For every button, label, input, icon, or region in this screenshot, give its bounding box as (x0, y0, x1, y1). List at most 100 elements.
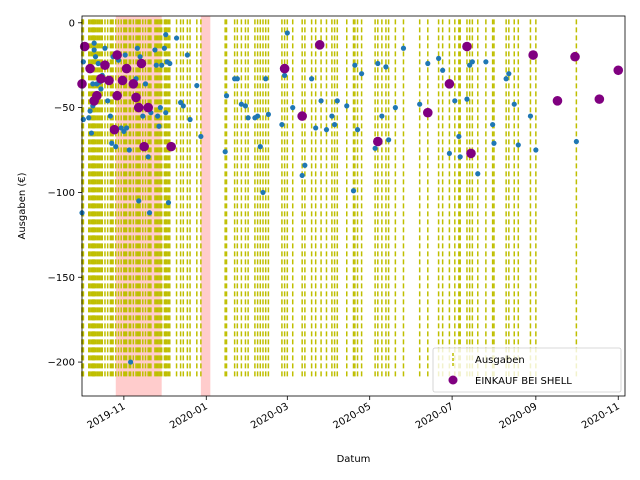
ausgaben-point (456, 133, 462, 140)
ausgaben-point (257, 144, 263, 150)
ausgaben-point (194, 82, 200, 89)
ausgaben-point (105, 98, 111, 104)
ausgaben-point (137, 54, 143, 60)
ausgaben-point (265, 111, 272, 117)
ausgaben-point (323, 127, 330, 133)
shell-point (109, 124, 120, 135)
ausgaben-point (95, 60, 101, 67)
ausgaben-point (80, 116, 86, 123)
ausgaben-point (126, 147, 132, 153)
ausgaben-point (161, 45, 167, 51)
ausgaben-point (152, 47, 158, 53)
ausgaben-point (302, 162, 308, 168)
ausgaben-point (440, 67, 446, 73)
ausgaben-point (475, 171, 481, 177)
ausgaben-point (515, 142, 521, 148)
ausgaben-point (102, 45, 108, 51)
shaded-period (200, 16, 211, 396)
ausgaben-point (159, 62, 165, 68)
ausgaben-point (490, 121, 496, 128)
ausgaben-point (318, 98, 324, 104)
shell-point (594, 94, 605, 104)
ausgaben-point (87, 108, 93, 114)
ausgaben-point (155, 113, 161, 119)
ausgaben-point (157, 105, 163, 111)
shell-point (133, 102, 144, 113)
ausgaben-point (379, 113, 385, 119)
ausgaben-point (140, 113, 146, 119)
ausgaben-point (313, 125, 319, 131)
ausgaben-point (163, 110, 169, 116)
ausgaben-point (483, 59, 489, 65)
y-tick-label: −150 (48, 273, 75, 284)
ausgaben-point (527, 113, 534, 119)
ausgaben-point (511, 101, 517, 107)
y-axis: 0 −50 −100 −150 −200 (48, 18, 82, 369)
ausgaben-point (334, 98, 340, 104)
ausgaben-point (134, 45, 140, 51)
ausgaben-point (350, 188, 357, 194)
ausgaben-point (282, 72, 288, 78)
ausgaben-point (352, 62, 358, 68)
shell-point (143, 102, 153, 113)
shell-point (100, 60, 110, 70)
ausgaben-points (79, 30, 579, 365)
shell-point (136, 58, 147, 69)
legend-box (432, 347, 622, 393)
shell-points (77, 40, 624, 159)
ausgaben-point (372, 145, 378, 151)
x-axis-title: Datum (337, 454, 371, 465)
ausgaben-point (284, 30, 290, 36)
ausgaben-point (198, 133, 204, 140)
shell-point (112, 50, 122, 60)
shell-point (85, 63, 95, 74)
shell-point (131, 92, 141, 103)
ausgaben-point (245, 115, 251, 121)
y-axis-title: Ausgaben (€) (17, 172, 28, 239)
y-tick-label: 0 (69, 18, 75, 29)
ausgaben-point (86, 115, 92, 121)
shell-point (552, 96, 563, 106)
ausgaben-point (375, 60, 381, 67)
ausgaben-point (238, 101, 244, 107)
ausgaben-point (180, 103, 186, 109)
ausgaben-point (392, 105, 398, 111)
y-tick-label: −100 (48, 188, 75, 199)
ausgaben-point (573, 138, 579, 145)
ausgaben-point (533, 147, 539, 153)
ausgaben-point (98, 86, 104, 92)
ausgaben-point (400, 45, 407, 51)
ausgaben-point (435, 55, 442, 62)
ausgaben-point (92, 54, 99, 60)
shell-point (166, 141, 176, 152)
ausgaben-point (123, 125, 130, 131)
ausgaben-point (417, 101, 423, 107)
ausgaben-point (90, 81, 96, 87)
y-tick-label: −50 (54, 103, 75, 114)
shell-point (121, 63, 132, 74)
ausgaben-point (383, 64, 389, 70)
shell-point (279, 63, 290, 74)
ausgaben-point (263, 76, 269, 82)
ausgaben-point (128, 359, 134, 365)
shell-point (462, 41, 472, 52)
shell-point (444, 79, 455, 89)
ausgaben-point (491, 140, 497, 146)
ausgaben-point (173, 35, 180, 41)
shell-point (79, 41, 90, 52)
ausgaben-point (469, 59, 475, 65)
shell-point (466, 148, 476, 159)
ausgaben-point (146, 210, 153, 216)
ausgaben-point (184, 52, 190, 58)
shell-point (96, 73, 106, 84)
legend: Ausgaben EINKAUF BEI SHELL (432, 347, 622, 393)
ausgaben-point (344, 103, 350, 109)
ausgaben-point (359, 71, 365, 77)
ausgaben-point (260, 189, 266, 196)
shell-point (314, 40, 325, 50)
ausgaben-point (290, 105, 296, 111)
ausgaben-point (446, 150, 453, 157)
legend-shell-label: EINKAUF BEI SHELL (475, 376, 572, 387)
shell-point (297, 111, 307, 121)
